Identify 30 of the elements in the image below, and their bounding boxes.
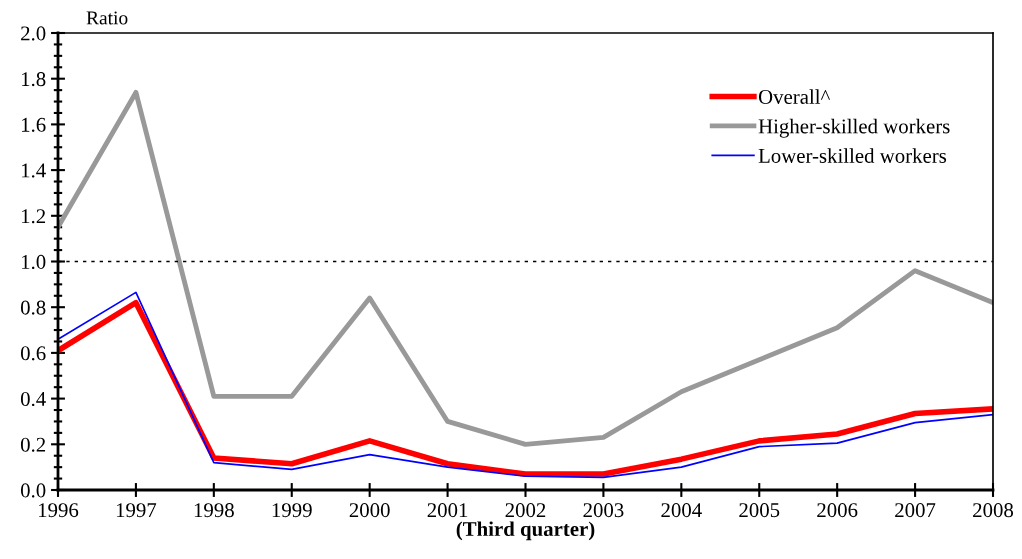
x-tick-label: 2000 — [349, 503, 390, 518]
legend-label: Higher-skilled workers — [758, 118, 950, 138]
x-tick-label: 1998 — [194, 503, 234, 518]
y-tick-label: 0.4 — [20, 391, 46, 407]
y-tick-label: 1.6 — [21, 117, 46, 132]
y-tick-label: 1.4 — [21, 163, 46, 178]
y-tick-label: 0.2 — [20, 437, 46, 452]
x-tick-label: 2004 — [661, 503, 702, 518]
y-tick-label: 0.6 — [20, 346, 46, 361]
x-tick-label: 1999 — [272, 503, 312, 518]
y-tick-label: 0.0 — [20, 483, 46, 498]
y-tick-label: 2.0 — [21, 26, 46, 41]
legend-label: Lower-skilled workers — [758, 148, 947, 163]
y-tick-label: 0.8 — [20, 300, 46, 315]
x-tick-label: 2005 — [739, 503, 780, 518]
y-tick-label: 1.8 — [21, 72, 46, 87]
x-tick-label: 2006 — [817, 503, 858, 518]
x-tick-label: 2007 — [895, 503, 936, 518]
y-tick-label: 1.0 — [21, 254, 46, 270]
x-tick-label: 2008 — [973, 503, 1014, 518]
x-tick-label: 1996 — [39, 503, 79, 518]
x-tick-label: 2001 — [427, 503, 468, 518]
line-series — [58, 89, 993, 447]
legend-label: Overall^ — [758, 89, 831, 104]
x-axis-title: (Third quarter) — [456, 521, 595, 541]
x-tick-label: 2003 — [583, 503, 624, 518]
x-tick-label: 1997 — [116, 503, 157, 518]
y-tick-label: 1.2 — [21, 209, 46, 224]
x-tick-label: 2002 — [505, 503, 546, 518]
y-axis-title: Ratio — [86, 11, 128, 25]
